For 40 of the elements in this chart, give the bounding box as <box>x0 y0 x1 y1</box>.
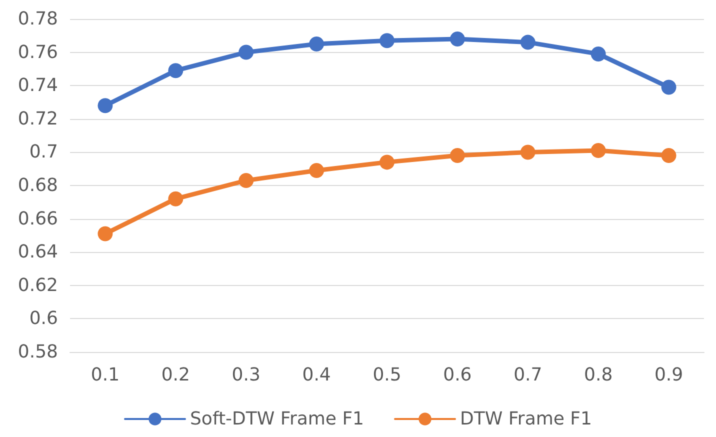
x-tick-label: 0.8 <box>584 364 613 386</box>
point <box>238 173 254 188</box>
y-tick-label: 0.76 <box>18 42 58 63</box>
y-tick-label: 0.6 <box>29 308 58 330</box>
legend-label: Soft-DTW Frame F1 <box>190 408 364 430</box>
x-tick-label: 0.1 <box>90 364 120 386</box>
x-tick-label: 0.4 <box>302 364 331 386</box>
x-tick-label: 0.5 <box>372 364 402 386</box>
point <box>520 34 536 50</box>
y-tick-label: 0.68 <box>18 175 58 196</box>
point <box>590 143 606 158</box>
point <box>590 46 606 62</box>
x-tick-label: 0.9 <box>654 364 684 386</box>
x-tick-label: 0.3 <box>232 364 260 386</box>
y-tick-label: 0.72 <box>18 108 58 130</box>
x-tick-label: 0.2 <box>161 364 190 386</box>
y-tick-label: 0.64 <box>18 242 58 263</box>
x-tick-label: 0.6 <box>443 364 472 386</box>
point <box>450 148 465 164</box>
point <box>98 98 113 114</box>
point <box>238 44 254 60</box>
point <box>98 226 113 242</box>
point <box>661 80 676 95</box>
point <box>168 63 184 78</box>
point <box>450 31 465 46</box>
y-tick-label: 0.78 <box>18 8 58 30</box>
y-tick-label: 0.74 <box>18 75 58 96</box>
point <box>168 191 184 206</box>
point <box>661 148 676 164</box>
point <box>520 144 536 160</box>
y-tick-label: 0.7 <box>29 142 58 163</box>
point <box>309 163 324 178</box>
point <box>380 154 394 170</box>
point <box>380 33 394 48</box>
legend-label: DTW Frame F1 <box>460 408 592 430</box>
x-tick-label: 0.7 <box>514 364 542 386</box>
y-tick-label: 0.66 <box>18 208 58 230</box>
point <box>309 36 324 52</box>
y-tick-label: 0.62 <box>18 274 58 296</box>
y-tick-label: 0.58 <box>18 342 58 362</box>
